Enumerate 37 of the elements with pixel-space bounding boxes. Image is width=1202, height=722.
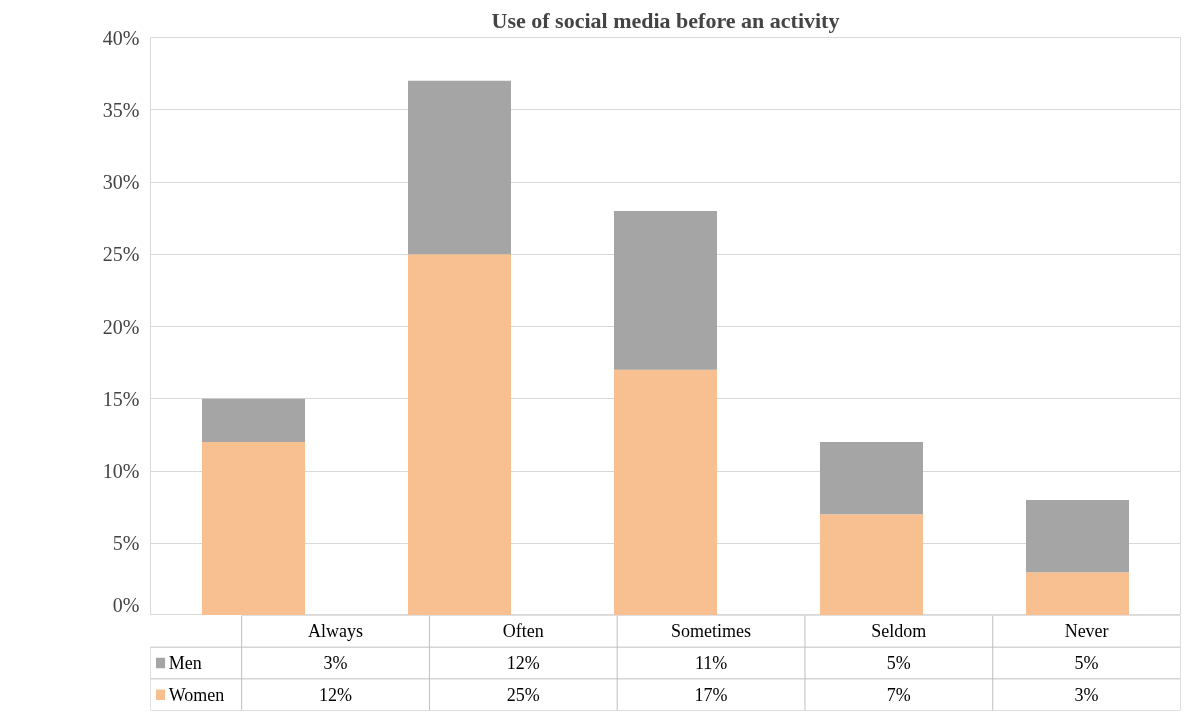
bar — [614, 369, 717, 615]
data-label: 11% — [694, 653, 728, 673]
y-tick-label: 40% — [102, 26, 140, 49]
legend-label: Women — [168, 684, 225, 705]
chart-title: Use of social media before an activity — [491, 7, 840, 33]
data-label: 17% — [694, 684, 728, 705]
bar — [614, 210, 717, 370]
bar — [820, 514, 923, 615]
x-tick-label: Sometimes — [671, 621, 752, 642]
y-tick-label: 20% — [102, 315, 140, 338]
data-label: 25% — [506, 684, 540, 705]
bar — [1026, 499, 1129, 573]
y-tick-label: 25% — [102, 243, 140, 266]
x-tick-label: Always — [308, 621, 364, 642]
x-tick-label: Often — [502, 621, 544, 642]
x-tick-label: Never — [1064, 621, 1109, 642]
bar — [202, 442, 305, 615]
y-tick-label: 15% — [102, 387, 140, 410]
data-label: 12% — [319, 684, 353, 705]
legend-label: Men — [168, 653, 202, 673]
bar — [202, 398, 305, 443]
data-label: 3% — [323, 653, 348, 673]
bar — [820, 442, 923, 515]
bar — [408, 254, 511, 615]
data-label: 5% — [1074, 653, 1099, 673]
y-tick-label: 35% — [102, 98, 140, 121]
y-tick-label: 0% — [112, 593, 140, 616]
x-tick-label: Seldom — [871, 621, 927, 642]
y-tick-label: 5% — [112, 532, 140, 555]
bar — [408, 80, 511, 255]
data-label: 7% — [886, 684, 911, 705]
data-label: 12% — [506, 653, 540, 673]
y-tick-label: 30% — [102, 171, 140, 193]
data-label: 5% — [886, 653, 911, 673]
bar — [1026, 572, 1129, 615]
y-tick-label: 10% — [102, 460, 140, 482]
data-label: 3% — [1074, 684, 1099, 705]
